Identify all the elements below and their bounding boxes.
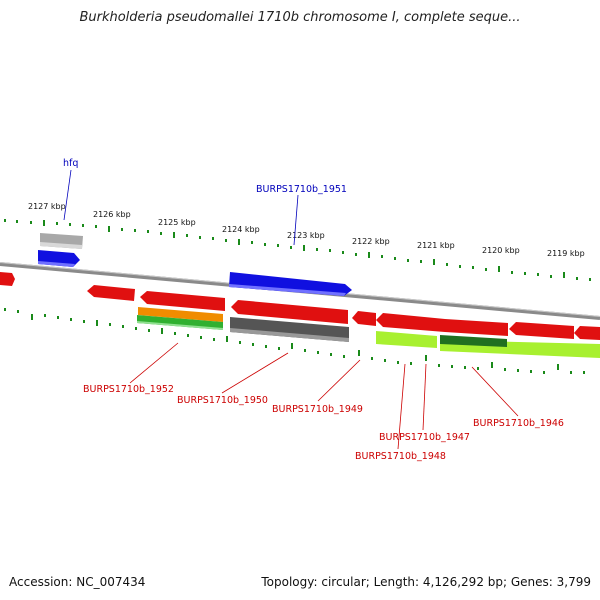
upper-tick-ruler bbox=[4, 219, 591, 281]
gene-feature-red-right[interactable] bbox=[509, 322, 574, 339]
gene-label-burps1710b-1949[interactable]: BURPS1710b_1949 bbox=[272, 404, 363, 415]
gene-label-burps1710b-1946[interactable]: BURPS1710b_1946 bbox=[473, 418, 564, 429]
summary-label: Topology: circular; Length: 4,126,292 bp… bbox=[261, 575, 591, 589]
map-title: Burkholderia pseudomallei 1710b chromoso… bbox=[79, 10, 521, 25]
accession-label: Accession: NC_007434 bbox=[9, 575, 146, 589]
tick-label: 2120 kbp bbox=[482, 246, 520, 255]
tick-label: 2124 kbp bbox=[222, 225, 260, 234]
reverse-strand-genes bbox=[0, 272, 600, 358]
gene-burps1710b-1947[interactable] bbox=[376, 313, 445, 332]
gene-label-burps1710b-1951[interactable]: BURPS1710b_1951 bbox=[256, 184, 347, 195]
tick-label: 2121 kbp bbox=[417, 241, 455, 250]
tick-label: 2122 kbp bbox=[352, 237, 390, 246]
gene-burps1710b-1951[interactable] bbox=[229, 272, 352, 296]
gene-feature-red-small[interactable] bbox=[352, 311, 376, 326]
gene-label-burps1710b-1948[interactable]: BURPS1710b_1948 bbox=[355, 451, 446, 462]
tick-label: 2125 kbp bbox=[158, 218, 196, 227]
callout-line bbox=[63, 169, 72, 221]
callout-line bbox=[397, 363, 406, 450]
gene-burps1710b-1950[interactable] bbox=[231, 300, 348, 324]
top-gene-callouts: hfq BURPS1710b_1951 bbox=[63, 158, 347, 246]
gene-cds-lime-1948[interactable] bbox=[376, 331, 437, 348]
callout-line bbox=[317, 359, 361, 402]
gene-feature-red-left[interactable] bbox=[0, 272, 15, 286]
callout-line bbox=[422, 363, 427, 431]
gene-burps1710b-1951-shade bbox=[229, 284, 346, 296]
gene-hfq-shade bbox=[38, 261, 75, 267]
gene-feature-gray-shade bbox=[40, 242, 82, 249]
gene-label-hfq[interactable]: hfq bbox=[63, 158, 78, 169]
gene-cds-darkgreen[interactable] bbox=[440, 335, 507, 347]
gene-feature-red-edge[interactable] bbox=[574, 326, 600, 340]
callout-line bbox=[129, 342, 179, 384]
gene-label-burps1710b-1952[interactable]: BURPS1710b_1952 bbox=[83, 384, 174, 395]
lower-tick-ruler bbox=[4, 308, 585, 374]
gene-cds-green-shade bbox=[137, 321, 223, 330]
tick-label: 2123 kbp bbox=[287, 231, 325, 240]
callout-line bbox=[221, 352, 289, 394]
gene-feature-red[interactable] bbox=[87, 285, 135, 301]
gene-cds-orange[interactable] bbox=[138, 307, 223, 322]
tick-label: 2119 kbp bbox=[547, 249, 585, 258]
bottom-gene-callouts: BURPS1710b_1952 BURPS1710b_1950 BURPS171… bbox=[83, 342, 564, 462]
gene-burps1710b-1952[interactable] bbox=[140, 291, 225, 311]
tick-label: 2127 kbp bbox=[28, 202, 66, 211]
callout-line bbox=[293, 194, 299, 246]
forward-strand-genes bbox=[38, 233, 352, 296]
callout-line bbox=[471, 366, 519, 417]
tick-labels: 2127 kbp 2126 kbp 2125 kbp 2124 kbp 2123… bbox=[28, 202, 585, 258]
gene-label-burps1710b-1950[interactable]: BURPS1710b_1950 bbox=[177, 395, 268, 406]
gene-cds-dark-shade bbox=[230, 328, 349, 342]
gene-label-burps1710b-1947[interactable]: BURPS1710b_1947 bbox=[379, 432, 470, 443]
gene-burps1710b-1946[interactable] bbox=[445, 319, 508, 336]
tick-label: 2126 kbp bbox=[93, 210, 131, 219]
